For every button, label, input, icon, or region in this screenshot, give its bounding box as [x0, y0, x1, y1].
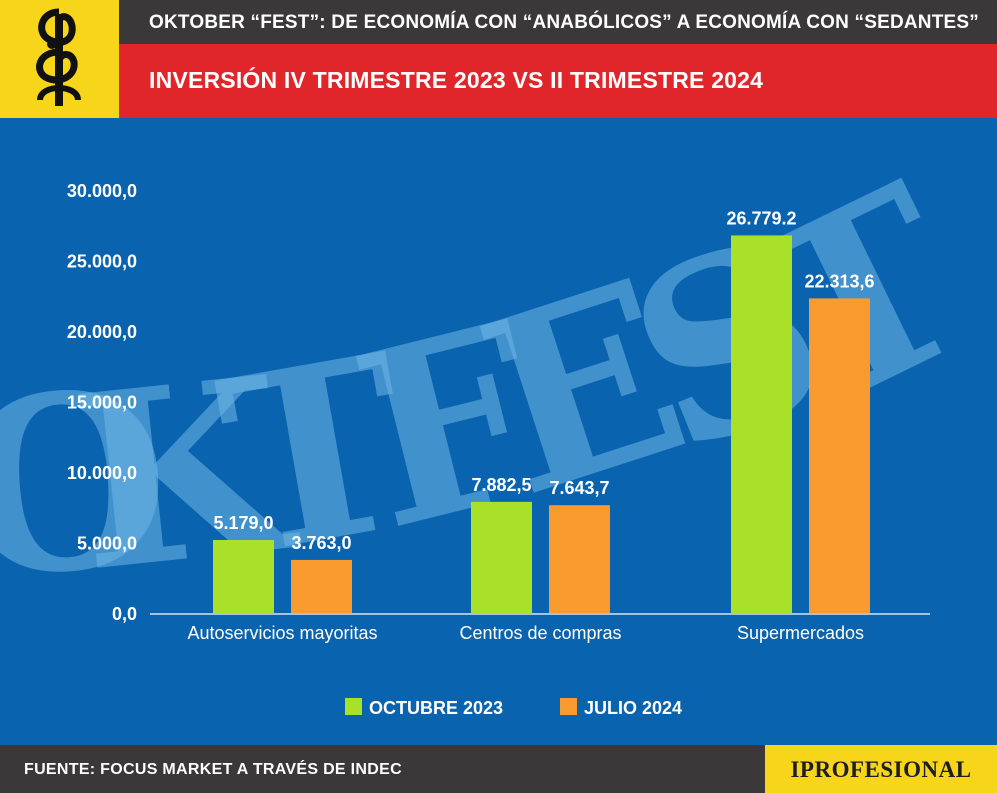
y-tick-label: 15.000,0 [67, 393, 137, 413]
source-note: FUENTE: FOCUS MARKET A TRAVÉS DE INDEC [24, 761, 402, 778]
chart-title: INVERSIÓN IV TRIMESTRE 2023 VS II TRIMES… [149, 67, 764, 93]
legend-swatch [560, 698, 577, 715]
bar [471, 501, 532, 613]
y-tick-label: 25.000,0 [67, 252, 137, 272]
logo [0, 0, 119, 118]
legend-swatch [345, 698, 362, 715]
y-tick-label: 5.000,0 [77, 534, 137, 554]
bar-value-label: 7.882,5 [471, 475, 531, 495]
bar [549, 505, 610, 613]
brand-name: IPROFESIONAL [790, 757, 972, 782]
y-tick-label: 10.000,0 [67, 463, 137, 483]
x-tick-label: Supermercados [737, 623, 864, 643]
footer: FUENTE: FOCUS MARKET A TRAVÉS DE INDEC I… [0, 745, 997, 793]
page-title: OKTOBER “FEST”: DE ECONOMÍA CON “ANABÓLI… [149, 12, 979, 33]
brand-box: IPROFESIONAL [765, 745, 997, 793]
bar-value-label: 3.763,0 [291, 533, 351, 553]
bar [213, 539, 274, 613]
bar [731, 235, 792, 613]
header-top-bar: OKTOBER “FEST”: DE ECONOMÍA CON “ANABÓLI… [119, 0, 997, 44]
legend-label: OCTUBRE 2023 [369, 698, 503, 718]
y-tick-label: 30.000,0 [67, 181, 137, 201]
bar [809, 298, 870, 613]
legend-label: JULIO 2024 [584, 698, 682, 718]
y-tick-label: 0,0 [112, 604, 137, 624]
bar-value-label: 7.643,7 [549, 478, 609, 498]
x-tick-label: Centros de compras [459, 623, 621, 643]
watermark-letter: O [0, 336, 178, 632]
x-tick-label: Autoservicios mayoritas [187, 623, 377, 643]
bar-value-label: 26.779.2 [726, 208, 796, 228]
y-tick-label: 20.000,0 [67, 322, 137, 342]
bar [291, 559, 352, 613]
oktoberfest-logo-icon [36, 8, 81, 106]
bar-value-label: 22.313,6 [804, 271, 874, 291]
header-subtitle-bar: INVERSIÓN IV TRIMESTRE 2023 VS II TRIMES… [119, 44, 997, 118]
bar-value-label: 5.179,0 [213, 513, 273, 533]
